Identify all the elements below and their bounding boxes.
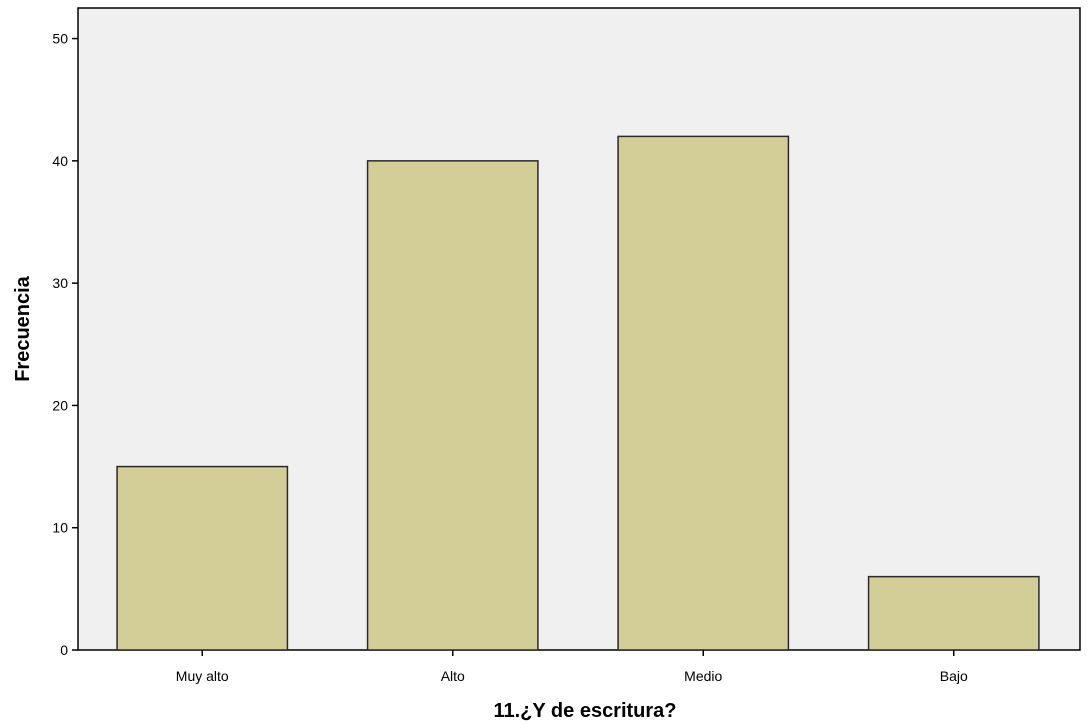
bar <box>116 465 289 651</box>
bar <box>617 135 790 651</box>
y-tick-label: 0 <box>60 642 68 658</box>
y-axis-title: Frecuencia <box>12 275 34 381</box>
y-tick-label: 30 <box>52 275 68 291</box>
y-tick-label: 40 <box>52 153 68 169</box>
x-tick-label: Muy alto <box>176 668 229 684</box>
x-tick-label: Bajo <box>940 668 968 684</box>
x-axis: Muy alto Alto Medio Bajo <box>176 650 968 684</box>
bars-group <box>116 135 1040 651</box>
x-tick-label: Alto <box>441 668 465 684</box>
bar <box>366 160 539 651</box>
y-tick-label: 20 <box>52 397 68 413</box>
y-tick-label: 10 <box>52 520 68 536</box>
x-axis-title: 11.¿Y de escritura? <box>493 700 676 722</box>
x-tick-label: Medio <box>684 668 722 684</box>
bar <box>867 575 1040 651</box>
y-tick-label: 50 <box>52 31 68 47</box>
y-axis: 0 10 20 30 40 50 <box>52 31 78 658</box>
